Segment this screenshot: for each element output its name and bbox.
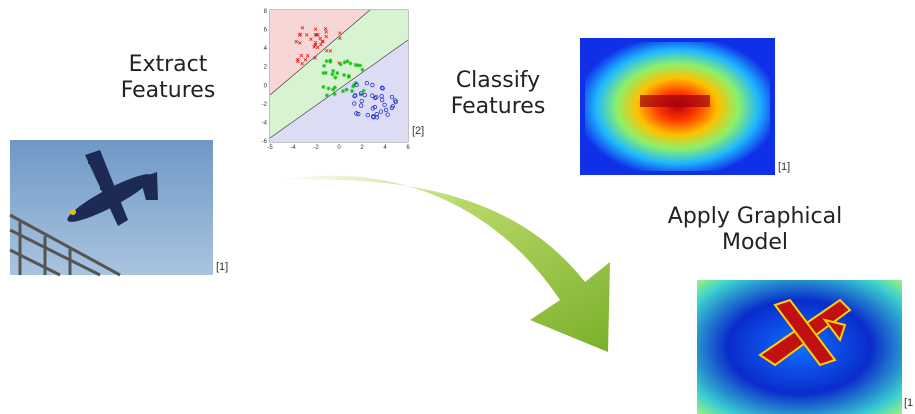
- scatter-point: [325, 93, 329, 97]
- step-label: Classify Features: [420, 68, 576, 120]
- x-tick-label: 0: [337, 145, 341, 151]
- airplane-photo: [10, 140, 213, 275]
- scatter-point: [341, 89, 345, 93]
- scatter-point: [331, 69, 335, 73]
- citation: [1]: [216, 261, 228, 273]
- x-tick-label: 6: [406, 145, 410, 151]
- citation: [2]: [412, 125, 424, 137]
- slide: -5 -4 -2 0 2 4 6 8 6 4 2 0 -2 -4 -6 Extract Features C…: [0, 0, 915, 414]
- scatter-point: [321, 85, 325, 89]
- scatter-point: [356, 63, 360, 67]
- scatter-point: [333, 76, 337, 80]
- y-tick-label: 0: [264, 83, 268, 89]
- process-arrow: [280, 176, 610, 352]
- y-tick-label: -6: [262, 139, 268, 145]
- y-tick-label: -4: [262, 120, 268, 126]
- y-tick-label: -2: [262, 102, 268, 108]
- x-tick-label: -5: [267, 145, 273, 151]
- scatter-point: [324, 71, 328, 75]
- scatter-point: [328, 58, 332, 62]
- x-tick-label: -2: [313, 145, 319, 151]
- scatter-illustration: -5 -4 -2 0 2 4 6 8 6 4 2 0 -2 -4 -6: [262, 9, 411, 151]
- scatter-point: [345, 88, 349, 92]
- x-tick-label: -4: [290, 145, 296, 151]
- scatter-point: [348, 61, 352, 65]
- scatter-point: [330, 72, 334, 76]
- y-tick-label: 4: [264, 46, 268, 52]
- scatter-point: [342, 73, 346, 77]
- scatter-point: [350, 89, 354, 93]
- citation: [1: [904, 397, 913, 409]
- scatter-point: [322, 64, 326, 68]
- scatter-point: [325, 59, 329, 63]
- scatter-point: [327, 86, 331, 90]
- scatter-point: [343, 60, 347, 64]
- x-tick-label: 2: [360, 145, 364, 151]
- scatter-point: [333, 92, 337, 96]
- y-tick-label: 2: [264, 65, 268, 71]
- y-tick-label: 8: [264, 9, 268, 15]
- scatter-point: [360, 68, 364, 72]
- step-label: Apply Graphical Model: [650, 204, 860, 256]
- scatter-point: [339, 62, 343, 66]
- scatter-point: [331, 88, 335, 92]
- step-label: Extract Features: [95, 52, 241, 104]
- scatter-point: [347, 75, 351, 79]
- scatter-point: [335, 71, 339, 75]
- y-tick-label: 6: [264, 28, 268, 34]
- citation: [1]: [778, 161, 790, 173]
- heatmap-graphical: [697, 280, 902, 414]
- heatmap-classify: [580, 38, 775, 175]
- x-tick-label: 4: [383, 145, 387, 151]
